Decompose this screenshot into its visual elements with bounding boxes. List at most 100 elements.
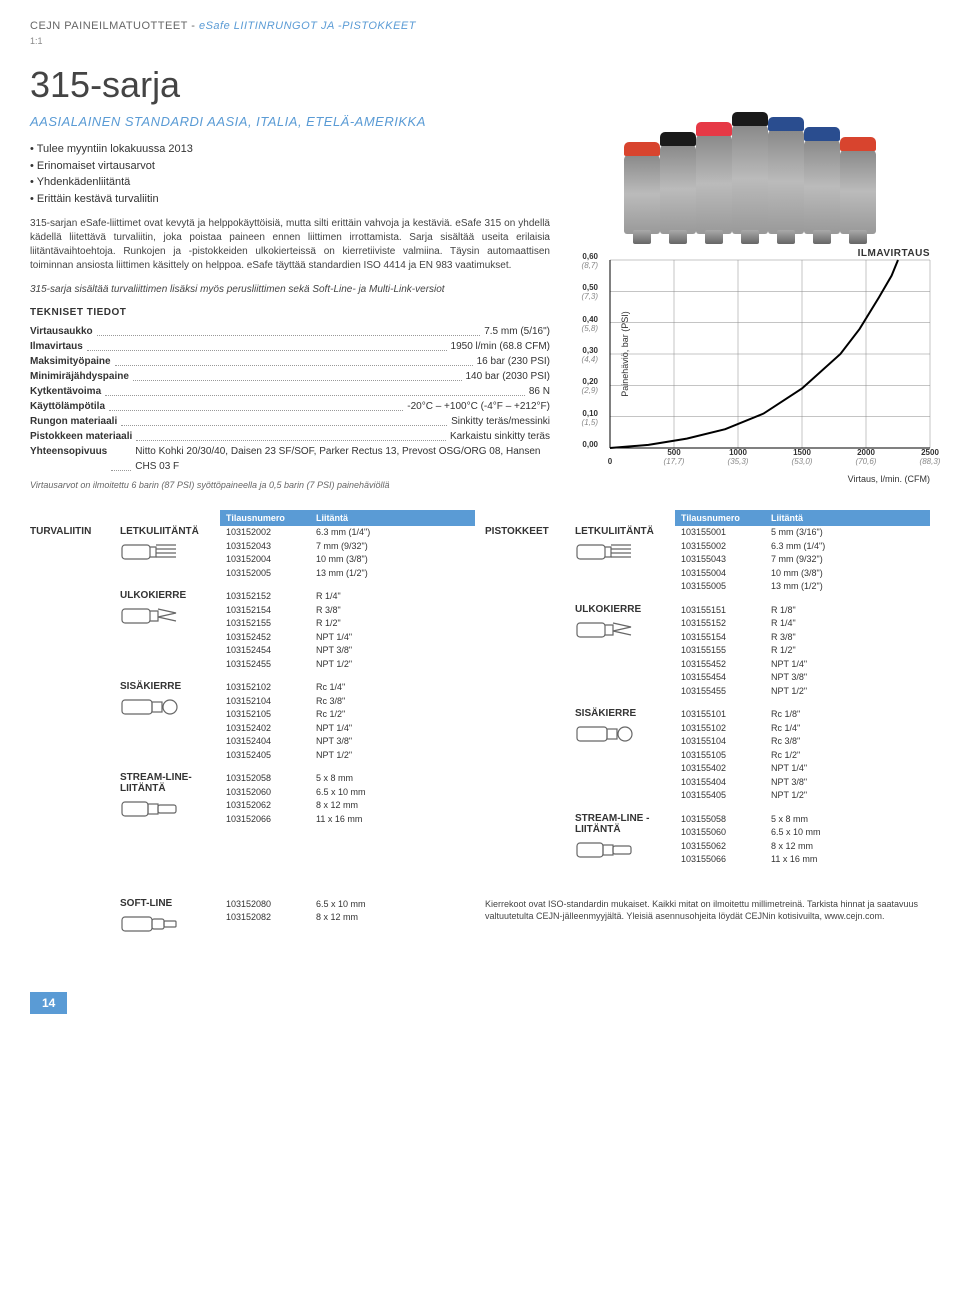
table-row: 10315200410 mm (3/8")	[220, 553, 475, 567]
softline-section: SOFT-LINE 1031520806.5 x 10 mm1031520828…	[30, 886, 930, 942]
spec-row: Käyttölämpötila-20°C – +100°C (-4°F – +2…	[30, 399, 550, 414]
order-number: 103155043	[675, 553, 765, 567]
chart-ylabel: Painehäviö, bar (PSI)	[620, 311, 630, 397]
spec-row: Rungon materiaaliSinkitty teräs/messinki	[30, 414, 550, 429]
order-number: 103152154	[220, 604, 310, 618]
connection-size: 13 mm (1/2")	[765, 580, 930, 594]
spec-label: Yhteensopivuus	[30, 444, 107, 474]
connection-size: 8 x 12 mm	[310, 799, 475, 813]
chart-ytick: 0,20(2,9)	[568, 377, 598, 395]
page-number: 14	[30, 992, 67, 1014]
order-number: 103155154	[675, 631, 765, 645]
connection-size: 13 mm (1/2")	[310, 567, 475, 581]
order-number: 103152405	[220, 749, 310, 763]
order-number: 103155104	[675, 735, 765, 749]
connection-size: 10 mm (3/8")	[310, 553, 475, 567]
table-row: 10315500410 mm (3/8")	[675, 567, 930, 581]
table-row: 103152454NPT 3/8"	[220, 644, 475, 658]
chart-ytick: 0,10(1,5)	[568, 409, 598, 427]
product-coupling-icon	[840, 149, 876, 234]
page-title: 315-sarja	[30, 64, 550, 106]
coupling-icon	[575, 719, 675, 752]
spec-label: Kytkentävoima	[30, 384, 101, 399]
connection-size: NPT 3/8"	[310, 735, 475, 749]
order-number: 103152005	[220, 567, 310, 581]
table-row: 1031520585 x 8 mm	[220, 772, 475, 786]
table-row: 103155105Rc 1/2"	[675, 749, 930, 763]
product-coupling-icon	[660, 144, 696, 234]
chart-ytick: 0,60(8,7)	[568, 252, 598, 270]
table-category: PISTOKKEET	[485, 526, 575, 594]
connection-size: NPT 1/2"	[765, 685, 930, 699]
spec-label: Käyttölämpötila	[30, 399, 105, 414]
table-category	[30, 590, 120, 671]
connection-size: NPT 1/4"	[310, 631, 475, 645]
table-row: 10315206611 x 16 mm	[220, 813, 475, 827]
table-row: 1031550606.5 x 10 mm	[675, 826, 930, 840]
table-category	[485, 813, 575, 868]
product-coupling-icon	[624, 154, 660, 234]
table-row: 103155155R 1/2"	[675, 644, 930, 658]
table-row: 103152102Rc 1/4"	[220, 681, 475, 695]
order-number: 103155151	[675, 604, 765, 618]
spec-row: Pistokkeen materiaaliKarkaistu sinkitty …	[30, 429, 550, 444]
order-number: 103152082	[220, 911, 310, 925]
table-row: 103152455NPT 1/2"	[220, 658, 475, 672]
table-subcategory: LETKULIITÄNTÄ	[120, 526, 220, 580]
table-header: Tilausnumero Liitäntä	[485, 510, 930, 526]
table-row: 103155452NPT 1/4"	[675, 658, 930, 672]
order-number: 103152002	[220, 526, 310, 540]
table-row: 1031520828 x 12 mm	[220, 911, 475, 925]
softline-label: SOFT-LINE	[120, 898, 220, 942]
table-row: 1031550585 x 8 mm	[675, 813, 930, 827]
feature-bullet: Tulee myyntiin lokakuussa 2013	[30, 141, 550, 158]
product-coupling-icon	[696, 134, 732, 234]
connection-size: 5 mm (3/16")	[765, 526, 930, 540]
connection-size: 6.3 mm (1/4")	[310, 526, 475, 540]
connection-size: 8 x 12 mm	[765, 840, 930, 854]
table-row: 10315506611 x 16 mm	[675, 853, 930, 867]
table-row: 103155101Rc 1/8"	[675, 708, 930, 722]
table-subcategory: ULKOKIERRE	[120, 590, 220, 671]
order-number: 103152102	[220, 681, 310, 695]
spec-row: Virtausaukko7.5 mm (5/16")	[30, 324, 550, 339]
tech-data-label: TEKNISET TIEDOT	[30, 307, 550, 318]
product-coupling-icon	[768, 129, 804, 234]
table-row: 103155404NPT 3/8"	[675, 776, 930, 790]
table-subcategory: SISÄKIERRE	[120, 681, 220, 762]
order-number: 103155004	[675, 567, 765, 581]
table-row: 103155102Rc 1/4"	[675, 722, 930, 736]
spec-value: 1950 l/min (68.8 CFM)	[451, 339, 550, 354]
order-number: 103152155	[220, 617, 310, 631]
th-con: Liitäntä	[765, 510, 930, 526]
order-number: 103152455	[220, 658, 310, 672]
connection-size: NPT 3/8"	[765, 776, 930, 790]
coupling-icon	[575, 537, 675, 570]
connection-size: 11 x 16 mm	[765, 853, 930, 867]
spec-footnote: Virtausarvot on ilmoitettu 6 barin (87 P…	[30, 480, 550, 490]
chart-xlabel: Virtaus, l/min. (CFM)	[590, 474, 930, 484]
connection-size: 5 x 8 mm	[310, 772, 475, 786]
breadcrumb: CEJN PAINEILMATUOTTEET - eSafe LIITINRUN…	[30, 20, 930, 32]
product-coupling-icon	[804, 139, 840, 234]
connection-size: 6.5 x 10 mm	[765, 826, 930, 840]
order-number: 103155005	[675, 580, 765, 594]
right-table: Tilausnumero Liitäntä PISTOKKEETLETKULII…	[485, 510, 930, 868]
table-category	[485, 708, 575, 803]
connection-size: NPT 1/2"	[765, 789, 930, 803]
coupling-icon	[120, 537, 220, 570]
order-number: 103152058	[220, 772, 310, 786]
table-group: SISÄKIERRE103155101Rc 1/8"103155102Rc 1/…	[485, 708, 930, 803]
connection-size: 6.5 x 10 mm	[310, 786, 475, 800]
table-row: 103152405NPT 1/2"	[220, 749, 475, 763]
table-subcategory: STREAM-LINE -LIITÄNTÄ	[575, 813, 675, 868]
spec-label: Virtausaukko	[30, 324, 93, 339]
table-category	[30, 681, 120, 762]
iso-note: Kierrekoot ovat ISO-standardin mukaiset.…	[485, 898, 930, 942]
connection-size: NPT 3/8"	[310, 644, 475, 658]
coupling-icon	[120, 692, 220, 725]
order-number: 103152062	[220, 799, 310, 813]
connection-size: NPT 1/4"	[765, 658, 930, 672]
table-row: 1031520628 x 12 mm	[220, 799, 475, 813]
connection-size: Rc 1/8"	[765, 708, 930, 722]
